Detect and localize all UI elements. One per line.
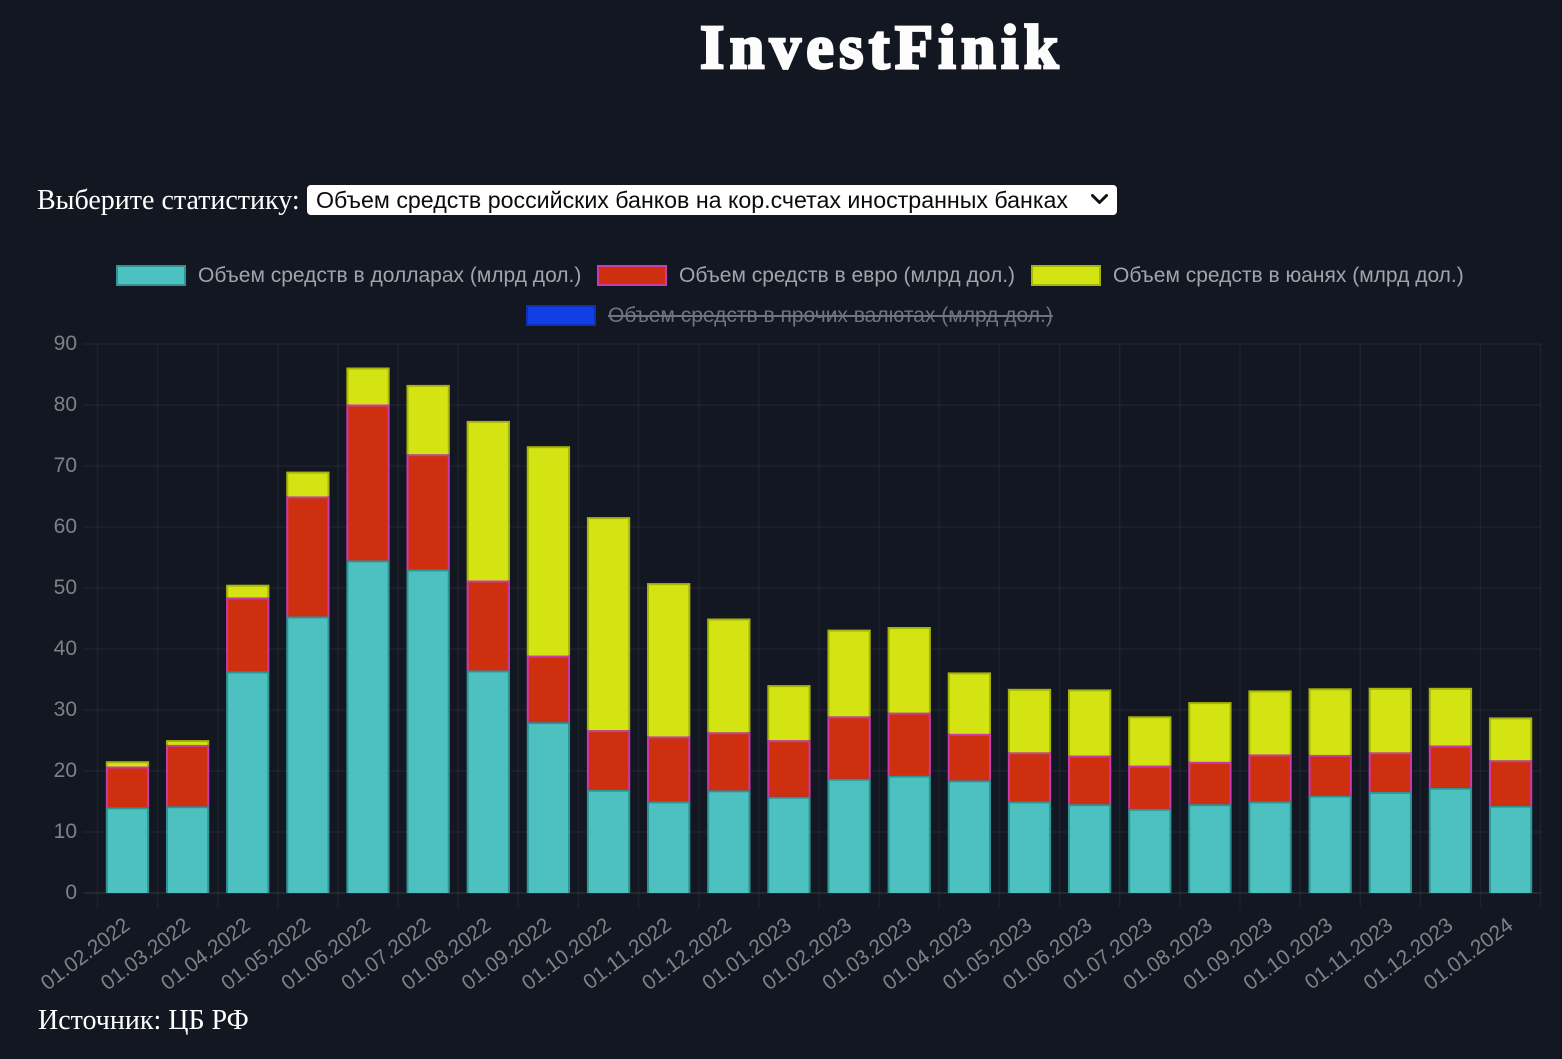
svg-text:40: 40 [54,637,77,660]
svg-text:90: 90 [54,332,77,355]
svg-text:80: 80 [54,393,77,416]
svg-text:0: 0 [65,881,77,904]
svg-text:10: 10 [54,820,77,843]
svg-text:30: 30 [54,698,77,721]
svg-text:20: 20 [54,759,77,782]
svg-text:50: 50 [54,576,77,599]
svg-text:60: 60 [54,515,77,538]
svg-text:70: 70 [54,454,77,477]
